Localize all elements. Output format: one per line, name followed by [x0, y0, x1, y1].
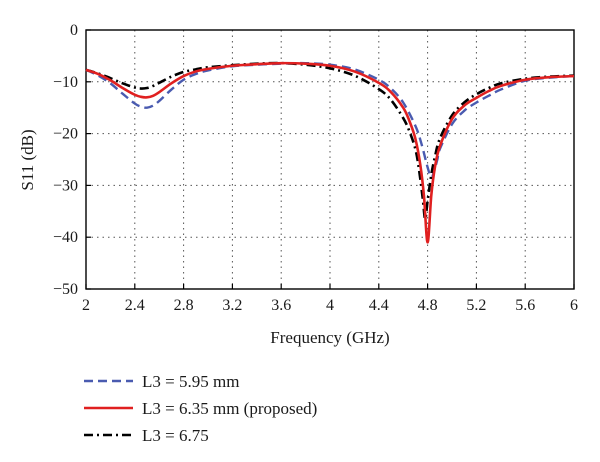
legend-label: L3 = 6.75 [142, 426, 209, 445]
series-line [85, 61, 575, 179]
y-tick-label: −50 [53, 281, 78, 298]
y-axis-label: S11 (dB) [18, 129, 37, 190]
series-layer [85, 61, 575, 244]
x-tick-label: 4 [326, 297, 334, 314]
x-tick-label: 4.8 [418, 297, 438, 314]
series-line [85, 61, 575, 221]
x-tick-label: 3.2 [222, 297, 242, 314]
tick-labels: 2 2.4 2.8 3.2 3.6 4 4.4 4.8 5.2 5.6 6 0 −10 −20 −30 −40… [53, 22, 578, 314]
series-line [85, 61, 575, 244]
y-tick-label: −40 [53, 229, 78, 246]
x-tick-label: 3.6 [271, 297, 291, 314]
x-tick-label: 6 [570, 297, 578, 314]
x-tick-label: 2.4 [125, 297, 145, 314]
y-tick-label: 0 [70, 22, 78, 39]
legend-label: L3 = 6.35 mm (proposed) [142, 399, 317, 418]
legend: L3 = 5.95 mm L3 = 6.35 mm (proposed) L3 = … [84, 372, 317, 445]
y-tick-label: −10 [53, 74, 78, 91]
axis-ticks [85, 29, 575, 290]
legend-label: L3 = 5.95 mm [142, 372, 239, 391]
x-axis-label: Frequency (GHz) [270, 328, 389, 347]
x-tick-label: 2 [82, 297, 90, 314]
y-tick-label: −30 [53, 177, 78, 194]
y-tick-label: −20 [53, 126, 78, 143]
chart-grid [86, 30, 574, 289]
x-tick-label: 5.6 [515, 297, 535, 314]
x-tick-label: 2.8 [174, 297, 194, 314]
x-tick-label: 5.2 [466, 297, 486, 314]
x-tick-label: 4.4 [369, 297, 389, 314]
